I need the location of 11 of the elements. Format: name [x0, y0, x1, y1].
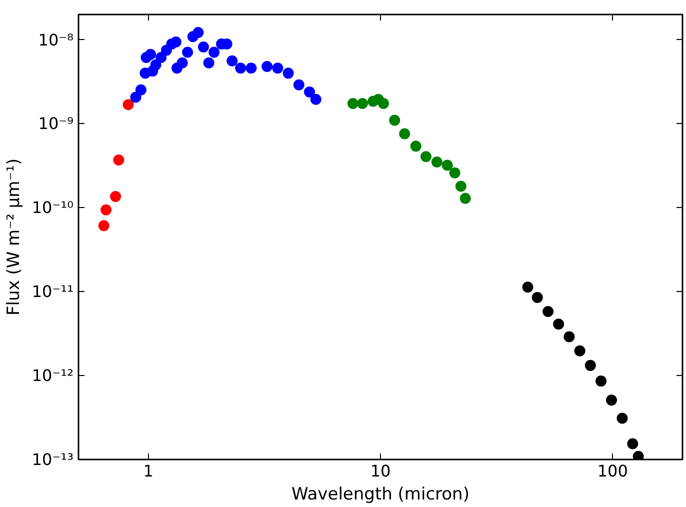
x-axis-title: Wavelength (micron) — [292, 484, 470, 504]
y-tick-label: 10⁻⁹ — [38, 114, 74, 134]
y-tick-label: 10⁻¹² — [32, 366, 74, 386]
x-tick-label: 1 — [143, 462, 154, 480]
y-axis-title: Flux (W m⁻² μm⁻¹) — [4, 158, 24, 316]
y-tick-label: 10⁻¹⁰ — [32, 198, 74, 218]
y-tick-label: 10⁻¹³ — [32, 450, 74, 469]
y-tick-label: 10⁻¹¹ — [32, 282, 74, 302]
y-tick-label: 10⁻⁸ — [38, 30, 74, 50]
x-tick-label: 10 — [370, 462, 391, 480]
x-tick-label: 100 — [597, 462, 628, 480]
